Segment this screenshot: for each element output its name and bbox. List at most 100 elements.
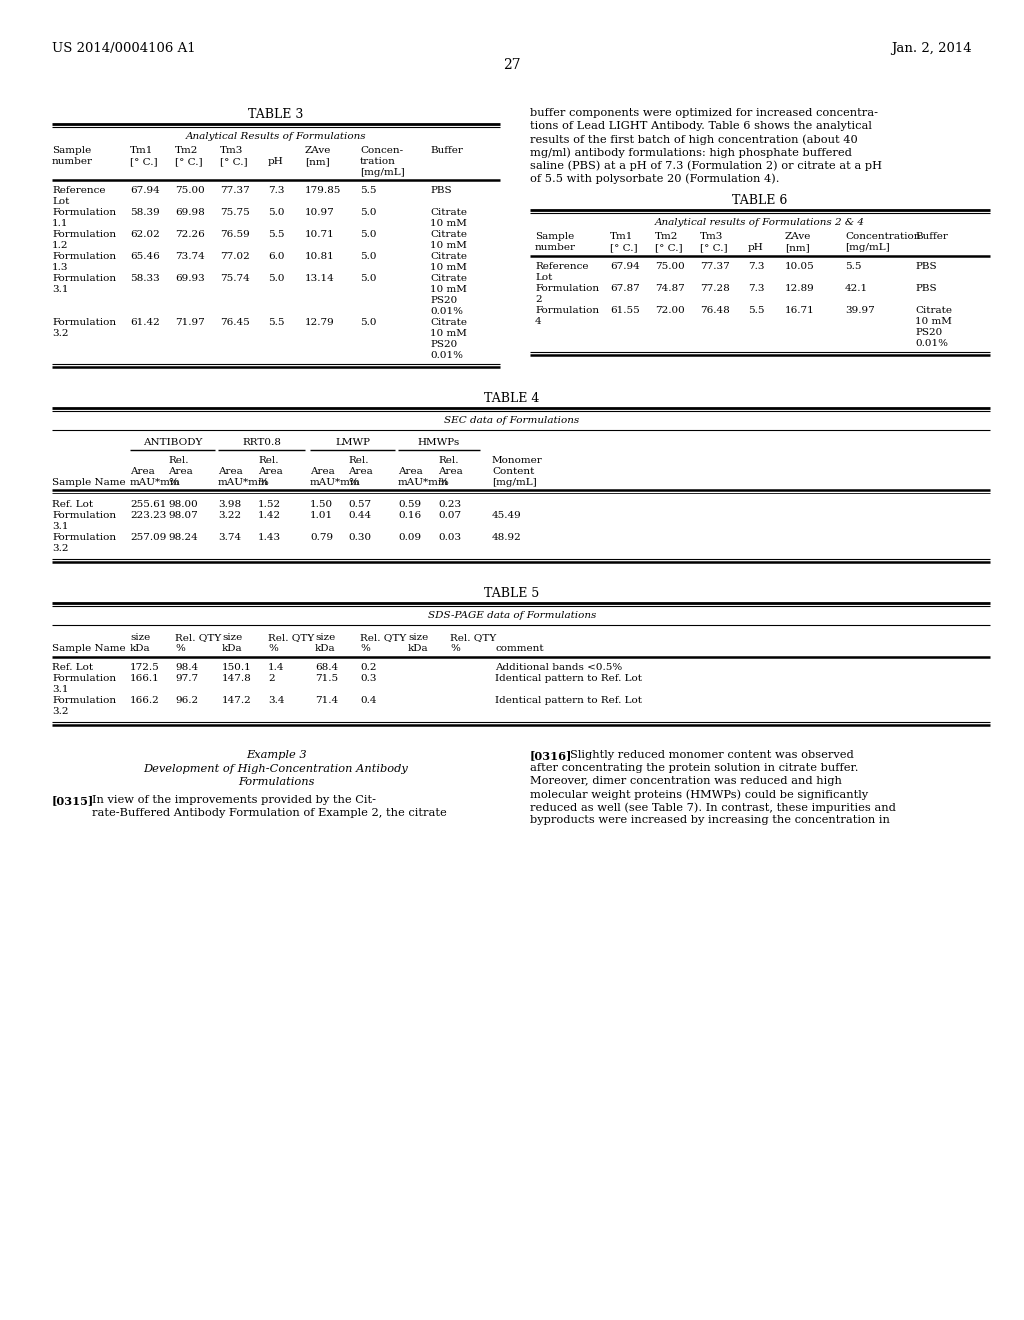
Text: 72.00: 72.00 — [655, 306, 685, 315]
Text: 5.5: 5.5 — [748, 306, 765, 315]
Text: pH: pH — [748, 243, 764, 252]
Text: 7.3: 7.3 — [268, 186, 285, 195]
Text: rate-Buffered Antibody Formulation of Example 2, the citrate: rate-Buffered Antibody Formulation of Ex… — [92, 808, 446, 818]
Text: 6.0: 6.0 — [268, 252, 285, 261]
Text: Area: Area — [258, 467, 283, 477]
Text: [° C.]: [° C.] — [175, 157, 203, 166]
Text: Concentration: Concentration — [845, 232, 921, 242]
Text: Formulation: Formulation — [535, 284, 599, 293]
Text: number: number — [535, 243, 575, 252]
Text: 5.0: 5.0 — [360, 230, 377, 239]
Text: Rel.: Rel. — [258, 455, 279, 465]
Text: kDa: kDa — [222, 644, 243, 653]
Text: Rel. QTY: Rel. QTY — [175, 634, 221, 642]
Text: Jan. 2, 2014: Jan. 2, 2014 — [891, 42, 972, 55]
Text: 97.7: 97.7 — [175, 675, 198, 682]
Text: 223.23: 223.23 — [130, 511, 166, 520]
Text: [° C.]: [° C.] — [700, 243, 728, 252]
Text: 58.39: 58.39 — [130, 209, 160, 216]
Text: TABLE 3: TABLE 3 — [248, 108, 304, 121]
Text: Formulations: Formulations — [238, 777, 314, 787]
Text: Citrate: Citrate — [430, 318, 467, 327]
Text: 10.05: 10.05 — [785, 261, 815, 271]
Text: Moreover, dimer concentration was reduced and high: Moreover, dimer concentration was reduce… — [530, 776, 842, 785]
Text: 39.97: 39.97 — [845, 306, 874, 315]
Text: 77.28: 77.28 — [700, 284, 730, 293]
Text: 1.52: 1.52 — [258, 500, 282, 510]
Text: 69.93: 69.93 — [175, 275, 205, 282]
Text: 0.57: 0.57 — [348, 500, 371, 510]
Text: [mg/mL]: [mg/mL] — [845, 243, 890, 252]
Text: [nm]: [nm] — [785, 243, 810, 252]
Text: kDa: kDa — [408, 644, 429, 653]
Text: 3.2: 3.2 — [52, 329, 69, 338]
Text: Buffer: Buffer — [915, 232, 948, 242]
Text: 67.87: 67.87 — [610, 284, 640, 293]
Text: Analytical Results of Formulations: Analytical Results of Formulations — [185, 132, 367, 141]
Text: 5.5: 5.5 — [845, 261, 861, 271]
Text: 69.98: 69.98 — [175, 209, 205, 216]
Text: Tm2: Tm2 — [655, 232, 678, 242]
Text: 5.0: 5.0 — [360, 275, 377, 282]
Text: 74.87: 74.87 — [655, 284, 685, 293]
Text: Sample: Sample — [52, 147, 91, 154]
Text: 98.4: 98.4 — [175, 663, 198, 672]
Text: 3.4: 3.4 — [268, 696, 285, 705]
Text: %: % — [450, 644, 460, 653]
Text: 5.0: 5.0 — [360, 318, 377, 327]
Text: 71.97: 71.97 — [175, 318, 205, 327]
Text: 166.2: 166.2 — [130, 696, 160, 705]
Text: 150.1: 150.1 — [222, 663, 252, 672]
Text: 10.81: 10.81 — [305, 252, 335, 261]
Text: TABLE 6: TABLE 6 — [732, 194, 787, 207]
Text: reduced as well (see Table 7). In contrast, these impurities and: reduced as well (see Table 7). In contra… — [530, 803, 896, 813]
Text: 42.1: 42.1 — [845, 284, 868, 293]
Text: 67.94: 67.94 — [610, 261, 640, 271]
Text: 179.85: 179.85 — [305, 186, 341, 195]
Text: 12.89: 12.89 — [785, 284, 815, 293]
Text: Reference: Reference — [535, 261, 589, 271]
Text: 1.2: 1.2 — [52, 242, 69, 249]
Text: 76.45: 76.45 — [220, 318, 250, 327]
Text: 255.61: 255.61 — [130, 500, 166, 510]
Text: 12.79: 12.79 — [305, 318, 335, 327]
Text: 1.50: 1.50 — [310, 500, 333, 510]
Text: 71.5: 71.5 — [315, 675, 338, 682]
Text: %: % — [168, 478, 178, 487]
Text: 3.1: 3.1 — [52, 521, 69, 531]
Text: 10 mM: 10 mM — [430, 219, 467, 228]
Text: PBS: PBS — [430, 186, 452, 195]
Text: Example 3: Example 3 — [246, 750, 306, 760]
Text: In view of the improvements provided by the Cit-: In view of the improvements provided by … — [92, 795, 376, 805]
Text: kDa: kDa — [315, 644, 336, 653]
Text: 0.30: 0.30 — [348, 533, 371, 543]
Text: Slightly reduced monomer content was observed: Slightly reduced monomer content was obs… — [570, 750, 854, 760]
Text: Sample Name: Sample Name — [52, 644, 126, 653]
Text: 10 mM: 10 mM — [430, 263, 467, 272]
Text: mg/ml) antibody formulations: high phosphate buffered: mg/ml) antibody formulations: high phosp… — [530, 147, 852, 157]
Text: 75.00: 75.00 — [175, 186, 205, 195]
Text: Formulation: Formulation — [52, 252, 116, 261]
Text: Analytical results of Formulations 2 & 4: Analytical results of Formulations 2 & 4 — [655, 218, 865, 227]
Text: 27: 27 — [503, 58, 521, 73]
Text: 4: 4 — [535, 317, 542, 326]
Text: 1.01: 1.01 — [310, 511, 333, 520]
Text: Area: Area — [218, 467, 243, 477]
Text: [° C.]: [° C.] — [130, 157, 158, 166]
Text: PBS: PBS — [915, 284, 937, 293]
Text: Formulation: Formulation — [52, 209, 116, 216]
Text: Identical pattern to Ref. Lot: Identical pattern to Ref. Lot — [495, 696, 642, 705]
Text: molecular weight proteins (HMWPs) could be significantly: molecular weight proteins (HMWPs) could … — [530, 789, 868, 800]
Text: 5.0: 5.0 — [360, 252, 377, 261]
Text: mAU*min: mAU*min — [130, 478, 181, 487]
Text: Tm2: Tm2 — [175, 147, 199, 154]
Text: Formulation: Formulation — [52, 675, 116, 682]
Text: Citrate: Citrate — [915, 306, 952, 315]
Text: ZAve: ZAve — [305, 147, 332, 154]
Text: mAU*min: mAU*min — [398, 478, 449, 487]
Text: 1.3: 1.3 — [52, 263, 69, 272]
Text: 77.37: 77.37 — [700, 261, 730, 271]
Text: Concen-: Concen- — [360, 147, 403, 154]
Text: Lot: Lot — [535, 273, 552, 282]
Text: 3.22: 3.22 — [218, 511, 241, 520]
